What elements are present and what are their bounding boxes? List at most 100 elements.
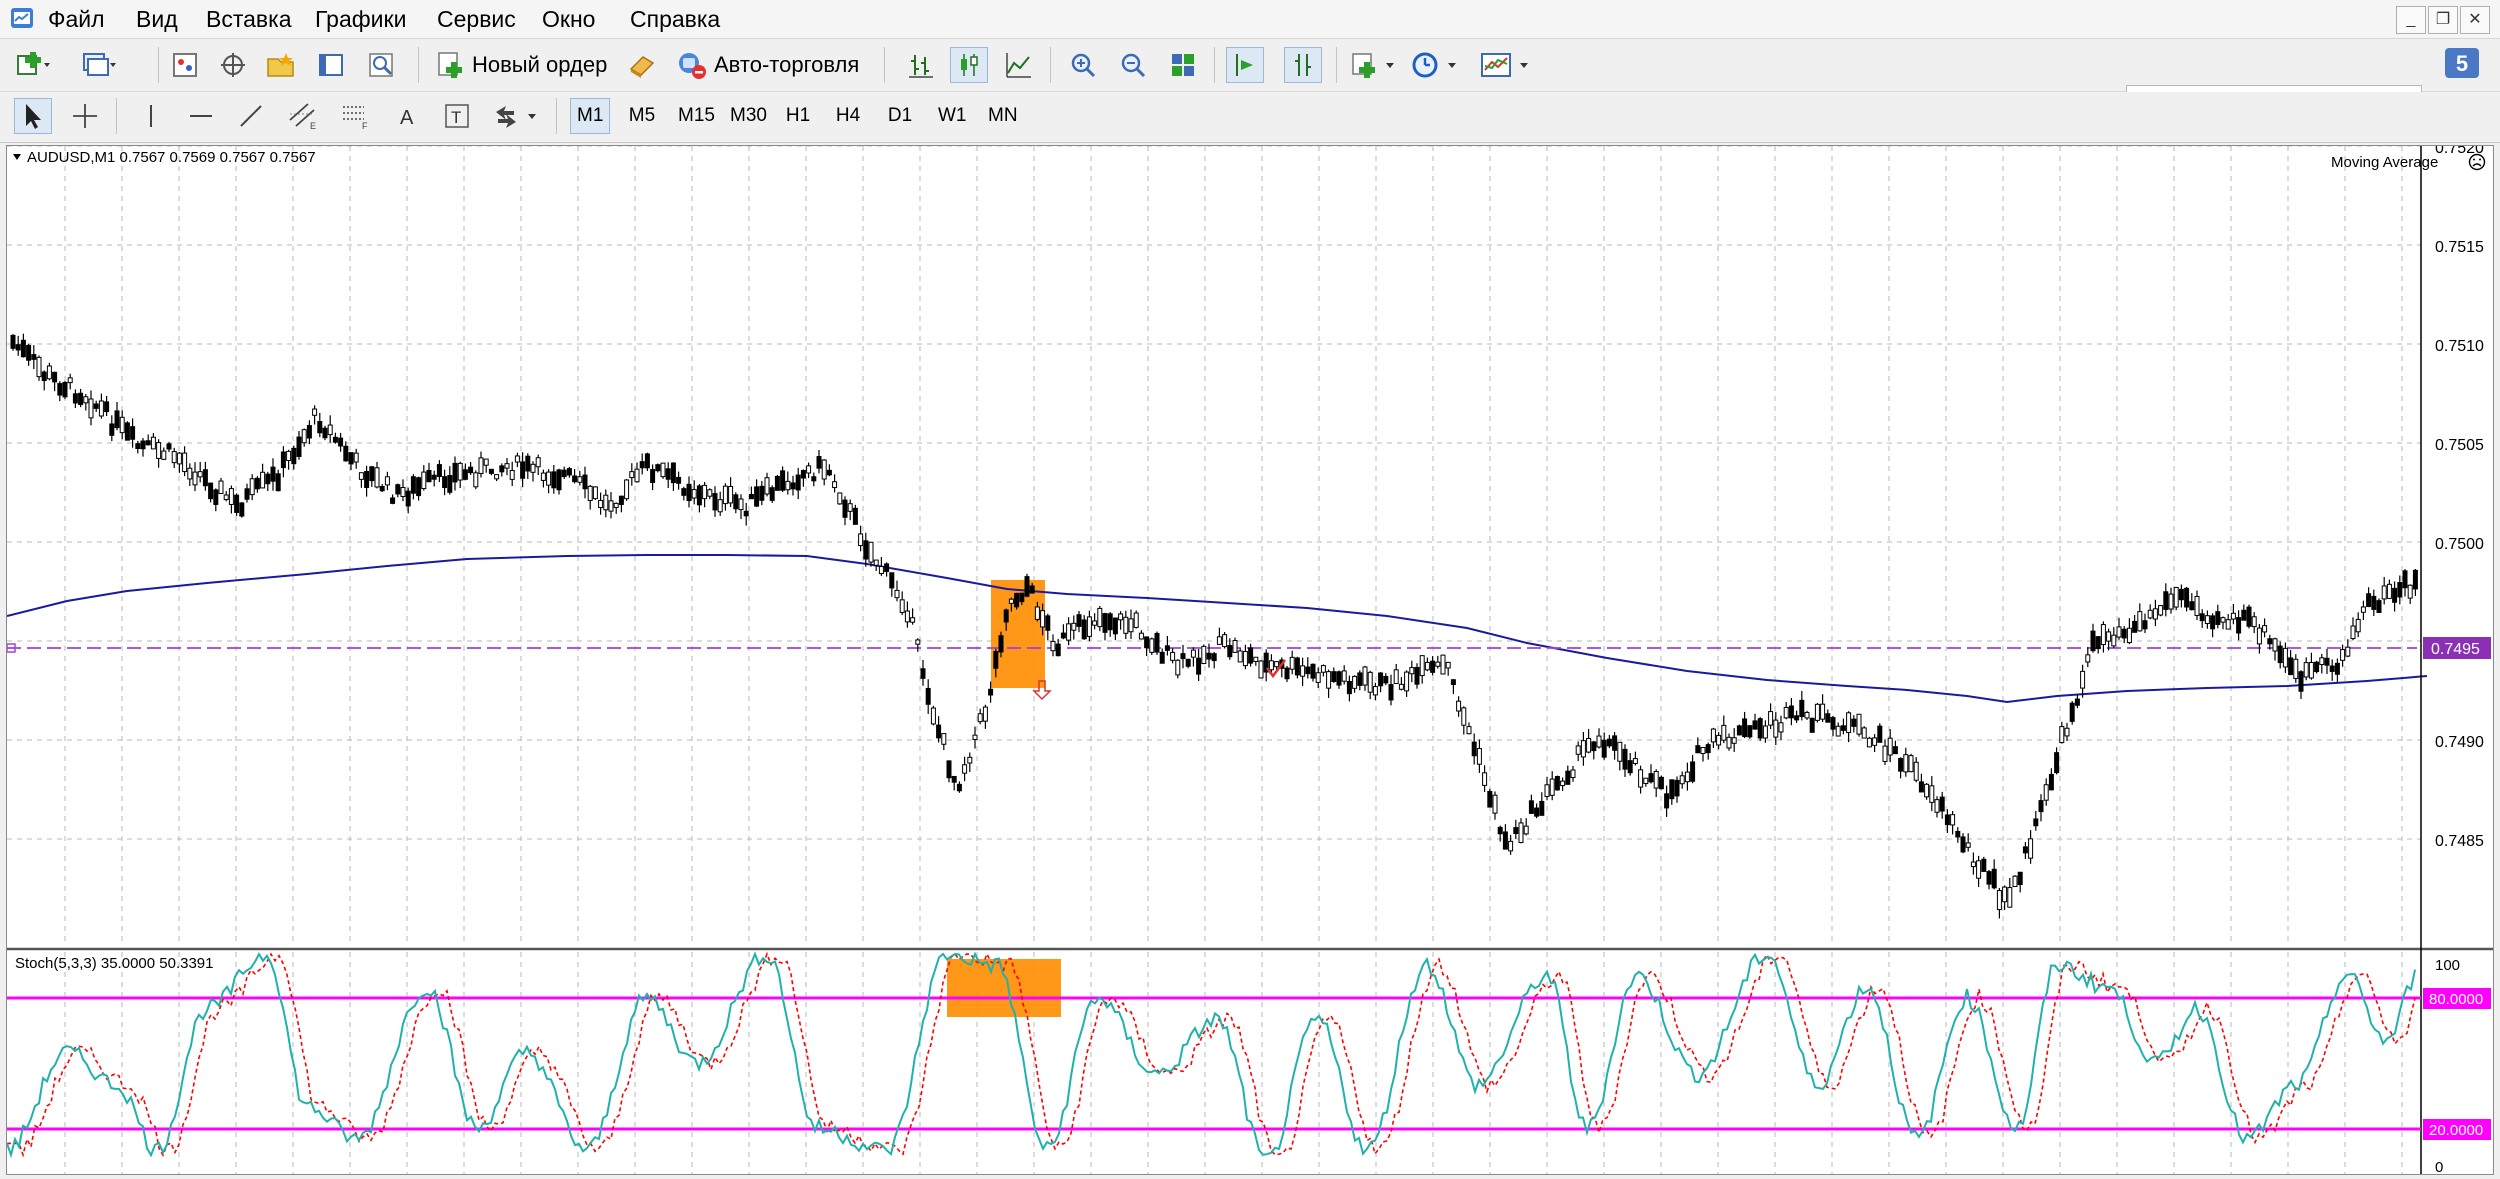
candle-body	[2293, 658, 2299, 679]
text-tool-button[interactable]: A	[388, 98, 426, 134]
horizontal-line-tool-button[interactable]	[182, 98, 220, 134]
candle-body	[270, 466, 276, 482]
candle-body	[2262, 625, 2268, 633]
restore-button[interactable]: ❐	[2428, 6, 2458, 34]
candle-body	[608, 500, 614, 512]
candle-body	[592, 486, 598, 500]
metaeditor-button[interactable]	[623, 47, 661, 83]
community-button[interactable]: 5	[2440, 45, 2484, 81]
timeframe-w1[interactable]: W1	[938, 105, 967, 126]
candle-body	[1341, 670, 1347, 682]
candle-body	[676, 476, 682, 484]
timeframe-m5[interactable]: M5	[628, 105, 656, 126]
candle-body	[2038, 800, 2044, 813]
chart-shift-button[interactable]	[1284, 47, 1322, 83]
candle-body	[228, 488, 234, 505]
timeframe-mn[interactable]: MN	[988, 105, 1018, 126]
candle-body	[967, 756, 973, 764]
chart-canvas[interactable]: AUDUSD,M1 0.7567 0.7569 0.7567 0.7567 Mo…	[6, 140, 2493, 1176]
candle-body	[1419, 655, 1425, 677]
minimize-button[interactable]: _	[2396, 6, 2426, 34]
sad-face-icon[interactable]	[2468, 153, 2486, 171]
text-label-tool-button[interactable]: T	[438, 98, 476, 134]
candle-body	[462, 469, 468, 480]
candle-body	[260, 471, 266, 489]
candle-body	[509, 470, 515, 480]
bid-line-handle[interactable]	[6, 643, 16, 653]
menu-view[interactable]: Вид	[136, 6, 178, 32]
indicators-button[interactable]	[1348, 47, 1400, 83]
trendline-icon	[240, 105, 262, 127]
current-price-text: 0.7495	[2431, 641, 2480, 658]
timeframe-m15[interactable]: M15	[678, 105, 715, 126]
navigator-button[interactable]	[262, 47, 300, 83]
candle-body	[322, 427, 328, 439]
new-chart-button[interactable]	[14, 47, 52, 83]
candle-body	[473, 472, 479, 488]
bar-chart-button[interactable]	[902, 47, 940, 83]
candle-body	[109, 423, 115, 436]
timeframe-h1[interactable]: H1	[785, 105, 811, 126]
candle-body	[1856, 713, 1862, 735]
candle-body	[332, 436, 338, 443]
profiles-button[interactable]	[80, 47, 118, 83]
fibonacci-tool-button[interactable]: F	[336, 98, 374, 134]
price-axis: 0.7520 0.7515 0.7510 0.7505 0.7500 0.749…	[2435, 140, 2484, 850]
tile-windows-button[interactable]	[1164, 47, 1202, 83]
candle-body	[1934, 799, 1940, 813]
auto-scroll-button[interactable]	[1226, 47, 1264, 83]
svg-text:F: F	[362, 121, 368, 130]
line-chart-button[interactable]	[1000, 47, 1038, 83]
menu-charts[interactable]: Графики	[315, 6, 407, 32]
zoom-out-button[interactable]	[1114, 47, 1152, 83]
candle-body	[2178, 588, 2184, 601]
candle-body	[10, 334, 16, 349]
candlestick-chart-button[interactable]	[950, 47, 988, 83]
menu-tools[interactable]: Сервис	[437, 6, 516, 32]
strategy-tester-button[interactable]	[362, 47, 400, 83]
candle-body	[598, 499, 604, 509]
candle-body	[821, 459, 827, 480]
market-watch-button[interactable]	[166, 47, 204, 83]
vertical-line-tool-button[interactable]	[132, 98, 170, 134]
candle-body	[31, 354, 37, 360]
terminal-window-icon	[319, 54, 343, 76]
candle-body	[1877, 725, 1883, 743]
candle-body	[525, 455, 531, 472]
periodicity-button[interactable]	[1408, 47, 1464, 83]
arrows-tool-button[interactable]	[490, 98, 544, 134]
new-order-button[interactable]: Новый ордер	[436, 47, 607, 83]
symbol-menu-icon[interactable]	[13, 154, 21, 160]
candle-body	[733, 494, 739, 510]
candle-body	[1107, 613, 1113, 631]
candle-body	[1632, 758, 1638, 765]
zoom-in-button[interactable]	[1064, 47, 1102, 83]
terminal-button[interactable]	[312, 47, 350, 83]
channel-tool-button[interactable]: E	[284, 98, 322, 134]
candle-body	[2397, 581, 2403, 598]
candle-body	[1352, 675, 1358, 689]
data-window-button[interactable]	[214, 47, 252, 83]
timeframe-m1[interactable]: M1	[570, 98, 611, 134]
menu-file[interactable]: Файл	[48, 6, 105, 32]
close-button[interactable]: ✕	[2460, 6, 2490, 34]
timeframe-d1[interactable]: D1	[887, 105, 913, 126]
candle-body	[400, 487, 406, 498]
menu-insert[interactable]: Вставка	[206, 6, 292, 32]
candle-body	[1378, 672, 1384, 687]
templates-button[interactable]	[1478, 47, 1536, 83]
menu-help[interactable]: Справка	[630, 6, 721, 32]
svg-text:E: E	[310, 121, 316, 130]
menu-window[interactable]: Окно	[542, 6, 596, 32]
timeframe-h4[interactable]: H4	[835, 105, 861, 126]
candle-body	[816, 456, 822, 469]
candle-body	[639, 461, 645, 469]
autotrading-button[interactable]: Авто-торговля	[676, 47, 859, 83]
candle-body	[2116, 626, 2122, 638]
chart-window[interactable]: AUDUSD,M1 0.7567 0.7569 0.7567 0.7567 Mo…	[6, 140, 2494, 1176]
timeframe-m30[interactable]: M30	[730, 105, 767, 126]
trendline-tool-button[interactable]	[232, 98, 270, 134]
cursor-tool-button[interactable]	[14, 98, 52, 134]
candle-body	[2064, 727, 2070, 737]
crosshair-tool-button[interactable]	[66, 98, 104, 134]
